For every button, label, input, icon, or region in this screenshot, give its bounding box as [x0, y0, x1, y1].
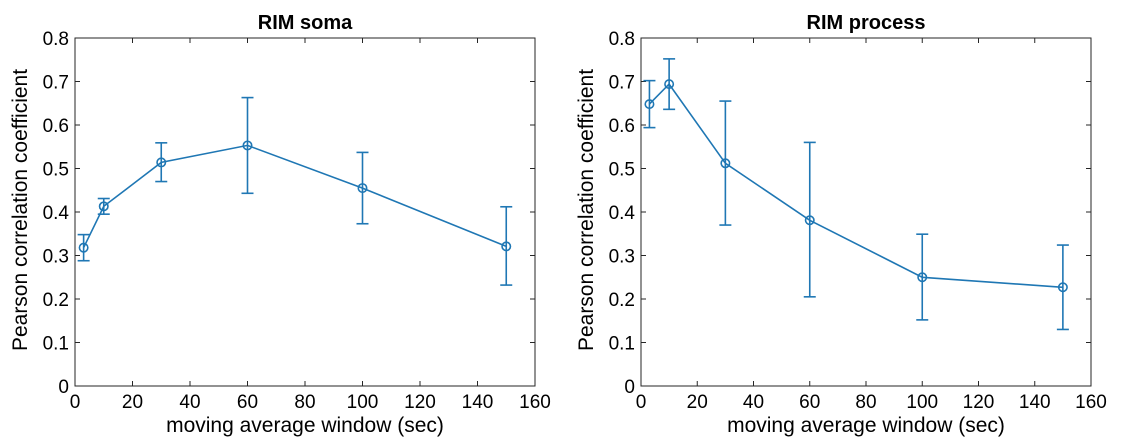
x-tick-label: 100	[906, 392, 938, 413]
data-point	[917, 272, 928, 283]
data-point	[78, 242, 89, 253]
y-tick-label: 0.2	[609, 290, 635, 311]
y-tick-label: 0.7	[609, 73, 635, 94]
y-tick-label: 0.5	[609, 160, 635, 181]
y-tick-label: 0.6	[43, 116, 69, 137]
y-tick-label: 0.1	[609, 334, 635, 355]
data-point	[357, 183, 368, 194]
x-axis-label: moving average window (sec)	[166, 414, 444, 437]
data-point	[242, 140, 253, 151]
x-tick-label: 20	[687, 392, 708, 413]
x-tick-label: 160	[519, 392, 551, 413]
x-tick-label: 40	[743, 392, 764, 413]
plot-frame	[74, 37, 536, 387]
data-point	[156, 157, 167, 168]
chart-rim-soma: RIM soma moving average window (sec) Pea…	[9, 12, 551, 437]
y-tick-label: 0.6	[609, 116, 635, 137]
series-line	[648, 82, 1063, 289]
data-point	[664, 79, 675, 90]
series-line	[82, 144, 507, 249]
x-tick-label: 100	[347, 392, 379, 413]
y-tick-label: 0.8	[43, 29, 69, 50]
x-tick-label: 160	[1075, 392, 1107, 413]
y-tick-label: 0.1	[43, 334, 69, 355]
y-axis-label: Pearson correlation coefficient	[575, 69, 598, 351]
data-point	[804, 215, 815, 226]
plot-frame	[640, 37, 1092, 387]
x-axis-label: moving average window (sec)	[727, 414, 1005, 437]
data-point	[501, 241, 512, 252]
chart-title: RIM soma	[258, 12, 353, 34]
x-tick-label: 140	[462, 392, 494, 413]
y-tick-label: 0.5	[43, 160, 69, 181]
x-tick-label: 0	[70, 392, 81, 413]
data-point	[720, 158, 731, 169]
x-tick-label: 120	[404, 392, 436, 413]
x-tick-label: 120	[963, 392, 995, 413]
data-point	[98, 201, 109, 212]
chart-rim-process: RIM process moving average window (sec) …	[575, 12, 1107, 437]
x-tick-label: 0	[636, 392, 647, 413]
y-tick-label: 0.4	[609, 203, 636, 224]
x-tick-label: 140	[1019, 392, 1051, 413]
y-tick-label: 0.3	[43, 247, 69, 268]
y-tick-label: 0	[624, 377, 635, 398]
y-tick-label: 0	[58, 377, 69, 398]
y-axis-label: Pearson correlation coefficient	[9, 69, 32, 351]
y-tick-label: 0.3	[609, 247, 635, 268]
x-tick-label: 40	[179, 392, 200, 413]
x-tick-label: 20	[122, 392, 143, 413]
data-point	[1057, 282, 1068, 293]
chart-title: RIM process	[807, 12, 926, 34]
x-tick-label: 80	[294, 392, 315, 413]
x-tick-label: 60	[237, 392, 258, 413]
y-tick-label: 0.7	[43, 73, 69, 94]
data-point	[644, 99, 655, 110]
x-tick-label: 60	[799, 392, 820, 413]
y-tick-label: 0.4	[43, 203, 70, 224]
y-tick-label: 0.2	[43, 290, 69, 311]
y-tick-label: 0.8	[609, 29, 635, 50]
x-tick-label: 80	[855, 392, 876, 413]
